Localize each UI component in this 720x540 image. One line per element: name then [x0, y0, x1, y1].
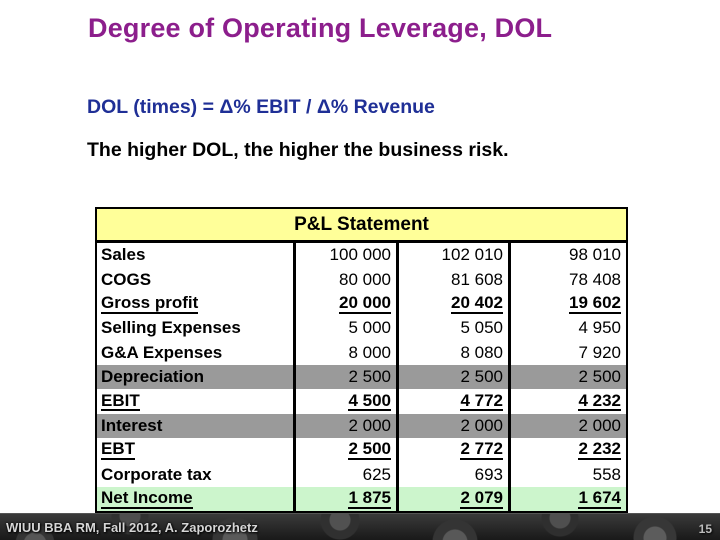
row-value: 4 950 [578, 318, 621, 338]
row-value: 2 232 [578, 439, 621, 461]
table-row: EBIT 4 500 4 772 4 232 [97, 389, 626, 414]
row-label: Depreciation [97, 364, 296, 390]
row-value: 81 608 [399, 267, 511, 292]
row-value: 2 772 [399, 438, 511, 463]
row-label: EBIT [97, 389, 296, 414]
row-value: 2 500 [296, 438, 399, 463]
slide-title: Degree of Operating Leverage, DOL [88, 13, 553, 43]
row-value: 2 000 [399, 413, 511, 439]
page-number: 15 [698, 522, 712, 536]
table-row: Gross profit 20 000 20 402 19 602 [97, 291, 626, 317]
table-row: G&A Expenses 8 000 8 080 7 920 [97, 340, 626, 365]
row-value: 98 010 [569, 245, 621, 265]
row-value: 19 602 [569, 293, 621, 314]
row-label: EBT [97, 438, 296, 463]
row-value: 5 000 [296, 316, 399, 341]
coins-background-strip [0, 513, 720, 540]
pnl-table: P&L Statement Sales 100 000 102 010 98 010 C… [95, 207, 628, 514]
risk-note-text: The higher DOL, the higher the business … [87, 139, 509, 161]
row-value: 2 000 [296, 413, 399, 439]
row-label: Gross profit [97, 291, 296, 317]
table-row: Selling Expenses 5 000 5 050 4 950 [97, 316, 626, 341]
row-value: 2 500 [578, 367, 621, 387]
row-value: 5 050 [399, 316, 511, 341]
row-value: 78 408 [569, 269, 621, 289]
row-label: Selling Expenses [97, 316, 296, 341]
footer-credit: WIUU BBA RM, Fall 2012, A. Zaporozhetz [6, 520, 258, 535]
pnl-table-title: P&L Statement [97, 209, 626, 243]
row-label: Interest [97, 413, 296, 439]
row-value: 8 080 [399, 340, 511, 365]
table-row: Corporate tax 625 693 558 [97, 462, 626, 487]
table-row: EBT 2 500 2 772 2 232 [97, 438, 626, 463]
row-value: 2 500 [296, 364, 399, 390]
table-row: Depreciation 2 500 2 500 2 500 [97, 364, 626, 390]
table-row: Net Income 1 875 2 079 1 674 [97, 486, 626, 512]
row-value: 625 [296, 462, 399, 487]
row-value: 102 010 [399, 243, 511, 268]
row-value: 4 232 [578, 390, 621, 412]
row-value: 100 000 [296, 243, 399, 268]
table-row: COGS 80 000 81 608 78 408 [97, 267, 626, 292]
row-value: 2 079 [399, 486, 511, 512]
row-value: 1 875 [296, 486, 399, 512]
row-label: COGS [97, 267, 296, 292]
row-value: 693 [399, 462, 511, 487]
row-label: Corporate tax [97, 462, 296, 487]
row-value: 2 000 [578, 415, 621, 435]
row-value: 558 [592, 464, 621, 484]
dol-formula-text: DOL (times) = Δ% EBIT / Δ% Revenue [87, 96, 435, 118]
row-value: 7 920 [578, 342, 621, 362]
row-value: 4 500 [296, 389, 399, 414]
row-value: 8 000 [296, 340, 399, 365]
table-row: Sales 100 000 102 010 98 010 [97, 243, 626, 268]
row-value: 80 000 [296, 267, 399, 292]
row-value: 2 500 [399, 364, 511, 390]
row-value: 20 000 [296, 291, 399, 317]
row-value: 20 402 [399, 291, 511, 317]
row-label: G&A Expenses [97, 340, 296, 365]
row-value: 1 674 [578, 488, 621, 510]
row-label: Sales [97, 243, 296, 268]
pnl-table-body: Sales 100 000 102 010 98 010 COGS 80 000 81 60… [97, 243, 626, 512]
row-label: Net Income [97, 486, 296, 512]
row-value: 4 772 [399, 389, 511, 414]
table-row: Interest 2 000 2 000 2 000 [97, 413, 626, 439]
